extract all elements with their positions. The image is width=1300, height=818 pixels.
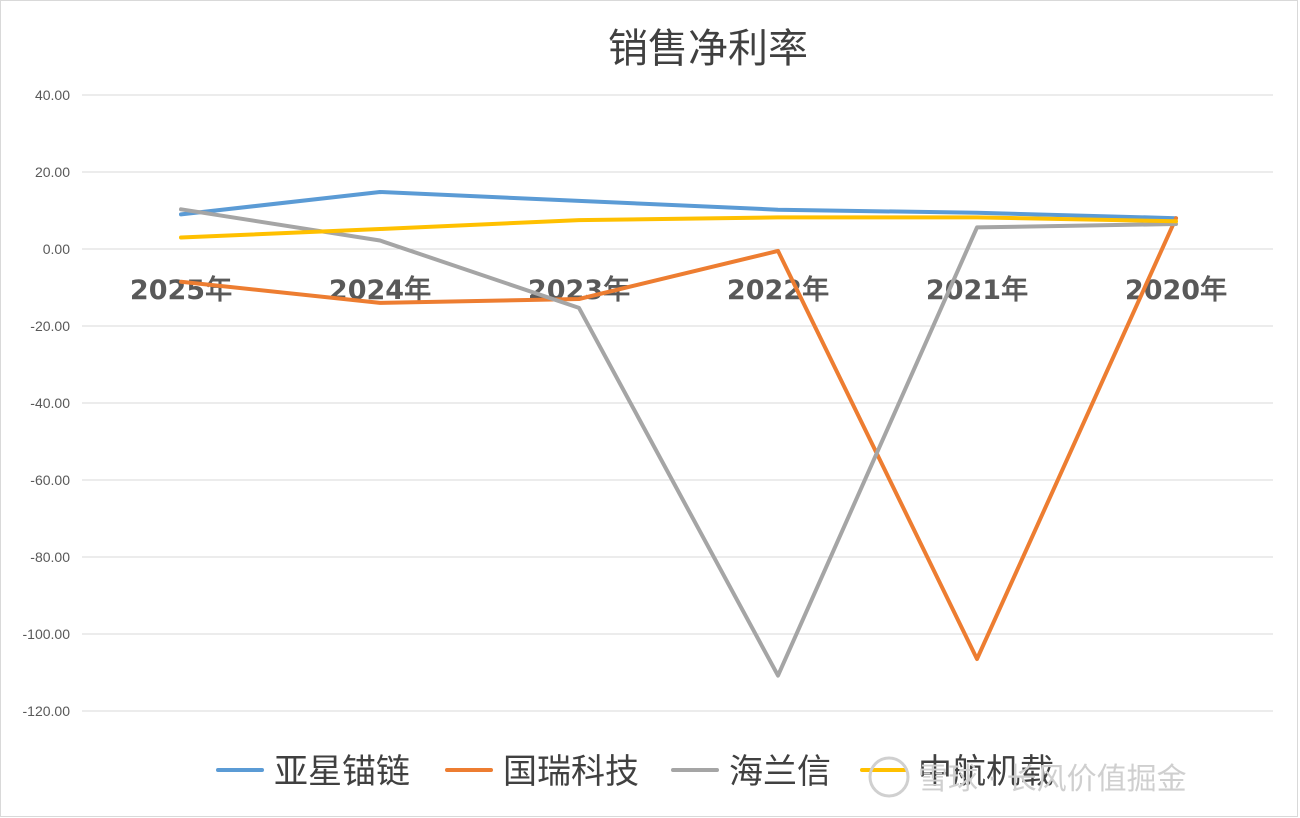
y-tick-label: -80.00	[30, 549, 70, 565]
legend-label: 中航机载	[918, 752, 1054, 792]
y-axis: 40.00 20.00 0.00 -20.00 -40.00 -60.00 -80.00 -1…	[23, 87, 71, 719]
snowball-logo-icon	[868, 756, 910, 798]
y-tick-label: 0.00	[43, 241, 70, 257]
x-tick-label: 2022年	[727, 274, 829, 306]
y-tick-label: -60.00	[30, 472, 70, 488]
series-line-0	[179, 190, 1178, 221]
x-tick-label: 2025年	[130, 274, 232, 306]
legend: 亚星锚链 国瑞科技 海兰信 中航机载	[216, 752, 1054, 792]
series-line-3	[179, 215, 1178, 240]
legend-label: 海兰信	[729, 752, 831, 792]
watermark: 雪球 · 长风价值掘金	[868, 756, 1187, 798]
y-tick-label: 40.00	[35, 87, 70, 103]
y-tick-label: -100.00	[23, 626, 71, 642]
y-tick-label: -40.00	[30, 395, 70, 411]
y-tick-label: 20.00	[35, 164, 70, 180]
chart-title: 销售净利率	[608, 26, 808, 72]
legend-label: 国瑞科技	[503, 752, 639, 792]
y-tick-label: -20.00	[30, 318, 70, 334]
y-tick-label: -120.00	[23, 703, 71, 719]
gridlines	[82, 94, 1273, 712]
legend-label: 亚星锚链	[274, 752, 410, 792]
series-line-2	[179, 207, 1178, 678]
watermark-text: 雪球 · 长风价值掘金	[918, 762, 1187, 797]
x-axis: 2025年 2024年 2023年 2022年 2021年 2020年	[130, 274, 1227, 306]
series-line-1	[179, 216, 1178, 661]
x-tick-label: 2021年	[926, 274, 1028, 306]
series-lines	[179, 190, 1178, 678]
